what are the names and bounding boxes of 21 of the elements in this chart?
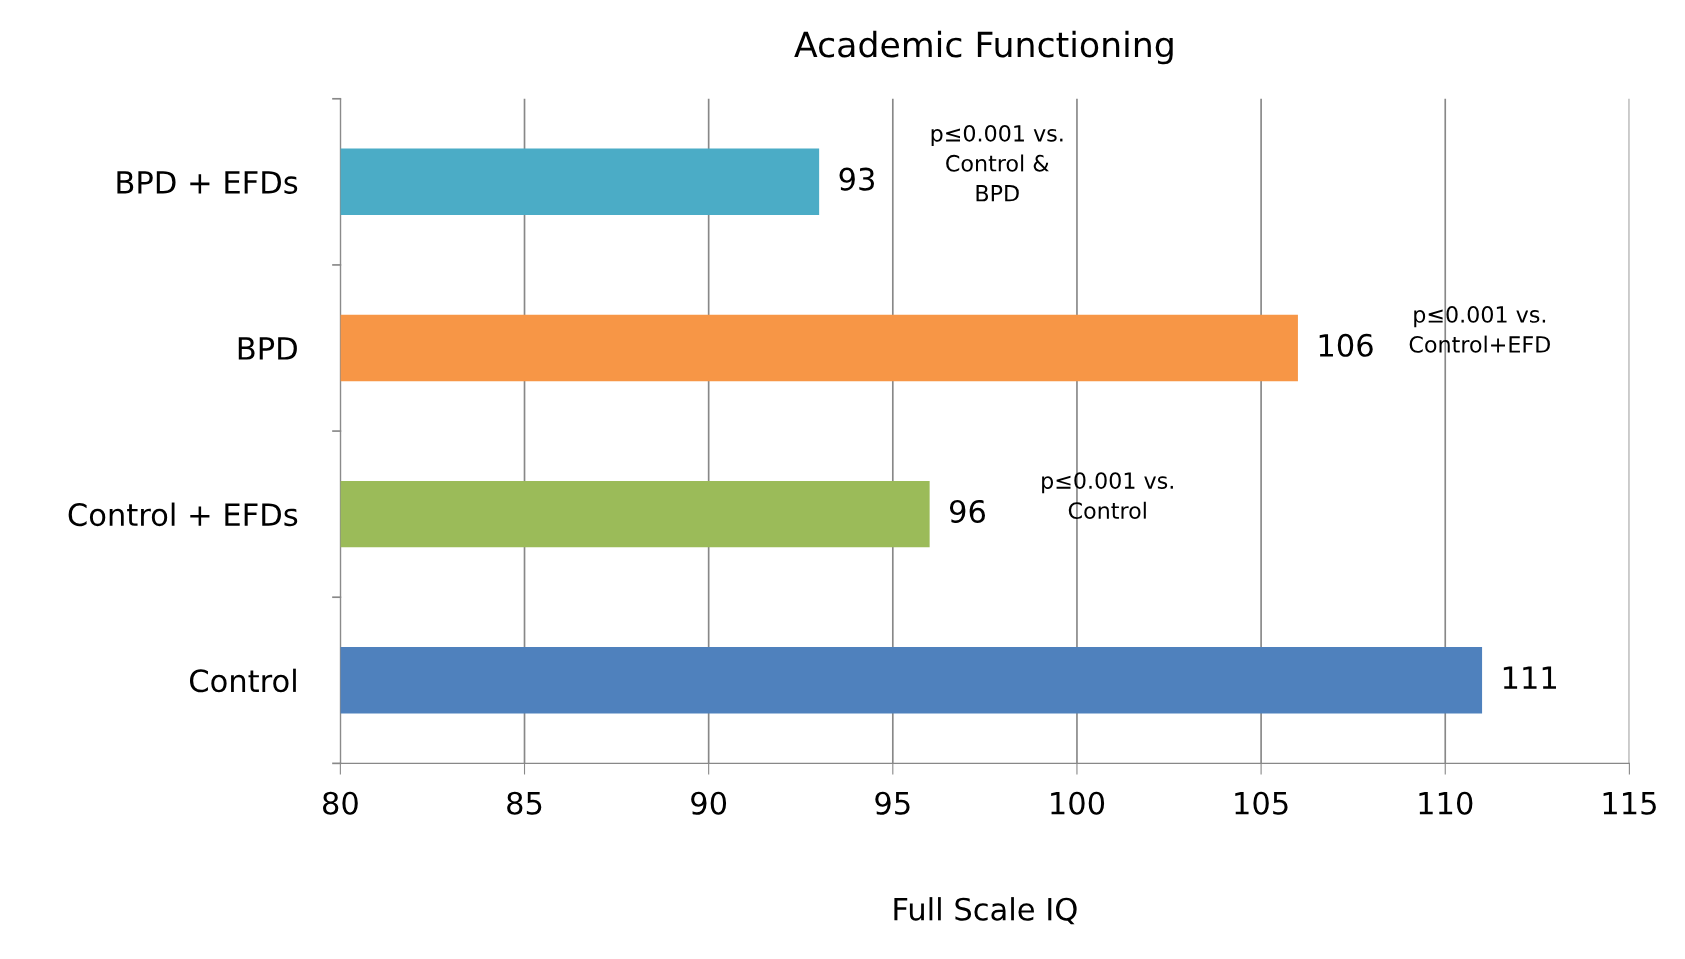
data-label: 96 [949,499,986,524]
y-tick-label: Control + EFDs [68,502,298,527]
y-tick-label: Control [189,668,296,693]
chart-title: Academic Functioning [794,30,1173,65]
y-tick-label: BPD + EFDs [117,171,298,194]
annotation: p≤0.001 vs. Control+EFD [1409,306,1550,353]
y-tick-label: BPD [238,337,297,360]
data-label: 111 [1503,666,1556,689]
annotation: p≤0.001 vs. Control [1042,472,1173,519]
x-tick-label: 80 [323,791,358,815]
x-tick-label: 100 [1051,791,1105,815]
x-tick-label: 115 [1603,792,1656,815]
x-tick-label: 110 [1419,791,1473,815]
data-label: 93 [839,167,874,191]
x-tick-label: 95 [875,791,910,815]
x-tick-label: 90 [691,791,727,815]
x-tick-label: 85 [507,791,542,815]
x-axis-title: Full Scale IQ [894,897,1077,925]
x-tick-label: 105 [1235,791,1288,815]
data-label: 106 [1319,333,1373,357]
annotation: p≤0.001 vs. Control & BPD [931,124,1063,202]
